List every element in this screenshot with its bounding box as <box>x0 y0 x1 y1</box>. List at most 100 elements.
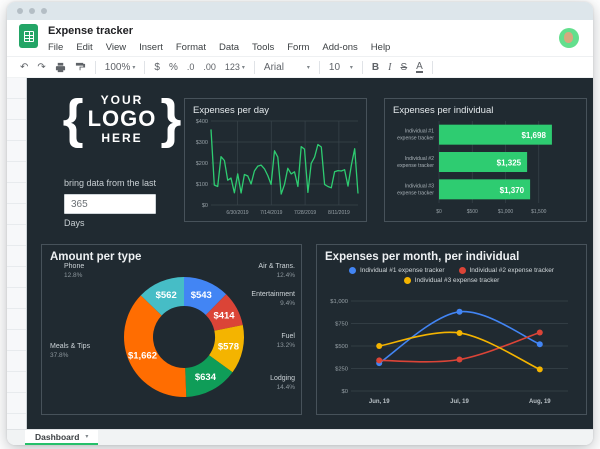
svg-text:6/30/2019: 6/30/2019 <box>226 210 248 216</box>
menu-item-tools[interactable]: Tools <box>252 42 275 53</box>
menu-item-edit[interactable]: Edit <box>76 42 93 53</box>
google-sheets-icon[interactable] <box>19 24 38 48</box>
svg-text:$562: $562 <box>156 290 177 301</box>
sheet-tab-bar: Dashboard ▾ <box>7 429 593 445</box>
sheet-tab-label: Dashboard <box>35 431 80 442</box>
dashboard-canvas: { YOUR LOGO HERE } bring data from the l… <box>28 78 593 429</box>
days-widget: bring data from the last Days <box>64 178 184 228</box>
paint-format-icon[interactable] <box>75 62 86 73</box>
toolbar-separator <box>94 60 96 74</box>
text-color-button[interactable]: A <box>416 60 423 73</box>
legend-entry-individual-1: Individual #1 expense tracker <box>348 267 445 274</box>
legend-dot-icon <box>348 267 356 274</box>
logo-text-your: YOUR <box>100 93 144 107</box>
donut-label-meals-tips: Meals & Tips 37.8% <box>50 343 91 359</box>
app-window: Expense tracker File Edit View Insert Fo… <box>7 2 593 445</box>
svg-text:$100: $100 <box>196 182 208 188</box>
toolbar: ↶ ↷ 100% ▾ $ % .0 .00 123 ▾ Arial ▾ 10 ▾ B I… <box>7 56 593 78</box>
chart-legend: Individual #1 expense tracker Individual… <box>317 267 586 284</box>
font-family-select[interactable]: Arial ▾ <box>263 61 310 73</box>
toolbar-separator <box>318 60 320 74</box>
svg-text:$1,662: $1,662 <box>128 351 157 362</box>
strikethrough-button[interactable]: S <box>400 61 408 73</box>
expenses-per-day-chart[interactable]: $0 $100 $200 $300 $400 6/30/2019 7/14/2019 7/28… <box>191 117 362 217</box>
svg-text:$0: $0 <box>342 389 348 395</box>
svg-text:$750: $750 <box>335 322 348 328</box>
chevron-down-icon: ▾ <box>241 64 245 71</box>
svg-text:expense tracker: expense tracker <box>397 190 434 196</box>
toolbar-separator <box>144 60 146 74</box>
document-title[interactable]: Expense tracker <box>48 25 133 37</box>
window-control-icon[interactable] <box>29 8 35 14</box>
chevron-down-icon: ▾ <box>349 64 353 71</box>
format-percent-button[interactable]: % <box>168 61 178 73</box>
menu-item-addons[interactable]: Add-ons <box>322 42 358 53</box>
user-avatar[interactable] <box>559 28 579 48</box>
toolbar-separator <box>431 60 433 74</box>
svg-text:Individual #3: Individual #3 <box>405 183 434 189</box>
menu-item-insert[interactable]: Insert <box>139 42 163 53</box>
menu-item-file[interactable]: File <box>48 42 64 53</box>
legend-dot-icon <box>458 267 466 274</box>
increase-decimal-button[interactable]: .00 <box>203 62 216 72</box>
bold-button[interactable]: B <box>371 61 380 73</box>
card-amount-per-type: Amount per type $543 $414 $578 $634 $1,662 $5… <box>41 244 302 415</box>
row-header-strip <box>7 78 27 429</box>
card-expenses-per-month: Expenses per month, per individual Indiv… <box>316 244 587 415</box>
more-formats-button[interactable]: 123 ▾ <box>224 62 245 72</box>
format-currency-button[interactable]: $ <box>154 61 160 73</box>
svg-text:$578: $578 <box>218 342 239 353</box>
zoom-select[interactable]: 100% ▾ <box>104 61 136 73</box>
legend-dot-icon <box>403 277 411 284</box>
logo-close-brace: } <box>160 89 182 149</box>
amount-per-type-donut-chart[interactable]: $543$414 $578 $634 $1,662 $562 <box>118 271 250 403</box>
app-header: Expense tracker File Edit View Insert Fo… <box>7 20 593 56</box>
menu-item-view[interactable]: View <box>105 42 127 53</box>
menu-item-data[interactable]: Data <box>218 42 240 53</box>
svg-text:$543: $543 <box>191 290 212 301</box>
font-size-select[interactable]: 10 ▾ <box>328 61 353 73</box>
toolbar-separator <box>253 60 255 74</box>
print-icon[interactable] <box>55 62 66 73</box>
chart-title: Expenses per day <box>193 105 270 116</box>
svg-text:8/11/2019: 8/11/2019 <box>328 210 350 216</box>
italic-button[interactable]: I <box>388 61 392 73</box>
chart-title: Expenses per month, per individual <box>325 251 520 263</box>
svg-text:Individual #1: Individual #1 <box>405 129 434 135</box>
svg-text:$1,325: $1,325 <box>497 159 522 168</box>
expenses-per-month-chart[interactable]: $0 $250 $500 $750 $1,000 Jun, 19 Jul, 19 Aug, 1… <box>323 297 580 407</box>
svg-text:7/14/2019: 7/14/2019 <box>260 210 282 216</box>
svg-text:$300: $300 <box>196 140 208 146</box>
legend-entry-individual-3: Individual #3 expense tracker <box>403 277 499 284</box>
logo-text-here: HERE <box>101 131 143 145</box>
chart-title: Expenses per individual <box>393 105 494 116</box>
menu-item-format[interactable]: Format <box>175 42 206 53</box>
menu-item-help[interactable]: Help <box>370 42 391 53</box>
days-unit-label: Days <box>64 218 85 228</box>
svg-text:expense tracker: expense tracker <box>397 136 434 142</box>
donut-label-phone: Phone 12.8% <box>64 263 85 279</box>
svg-text:7/28/2019: 7/28/2019 <box>294 210 316 216</box>
undo-icon[interactable]: ↶ <box>20 61 29 73</box>
logo-placeholder: { YOUR LOGO HERE } <box>50 92 194 146</box>
legend-entry-individual-2: Individual #2 expense tracker <box>458 267 554 274</box>
redo-icon[interactable]: ↷ <box>37 61 46 73</box>
sheet-tab-dashboard[interactable]: Dashboard ▾ <box>25 430 99 445</box>
svg-text:Aug, 19: Aug, 19 <box>529 399 551 405</box>
decrease-decimal-button[interactable]: .0 <box>186 62 195 72</box>
days-input[interactable] <box>64 194 156 214</box>
svg-text:$1,500: $1,500 <box>531 209 547 215</box>
spreadsheet-area: { YOUR LOGO HERE } bring data from the l… <box>7 78 593 429</box>
menubar: File Edit View Insert Format Data Tools … <box>48 42 390 53</box>
svg-text:$500: $500 <box>335 344 348 350</box>
window-control-icon[interactable] <box>41 8 47 14</box>
svg-text:$1,000: $1,000 <box>330 299 348 305</box>
svg-text:$0: $0 <box>202 203 208 209</box>
svg-text:$1,370: $1,370 <box>500 186 525 195</box>
svg-text:$1,698: $1,698 <box>521 131 546 140</box>
svg-text:$414: $414 <box>213 310 235 321</box>
menu-item-form[interactable]: Form <box>287 42 310 53</box>
window-control-icon[interactable] <box>17 8 23 14</box>
